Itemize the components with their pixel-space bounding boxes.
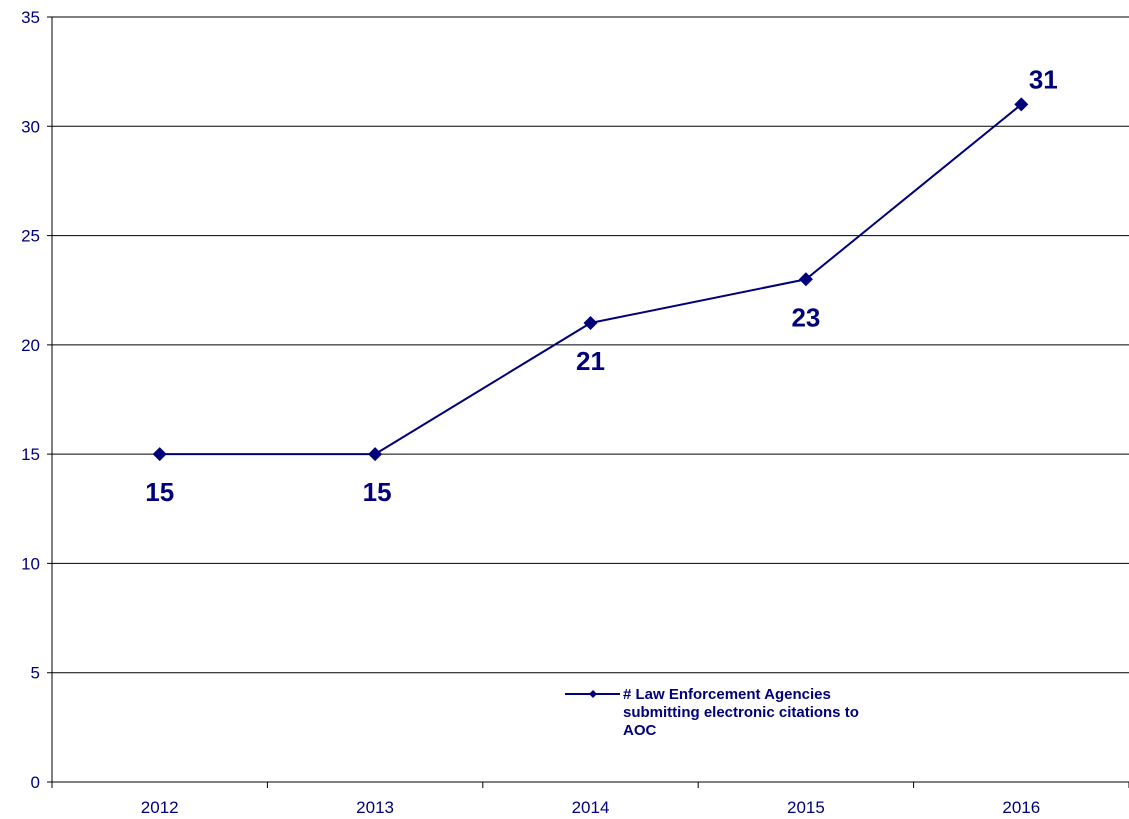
data-point-marker	[798, 272, 813, 287]
y-tick-label: 35	[21, 8, 40, 27]
data-point-marker	[1014, 97, 1029, 112]
data-label: 21	[576, 346, 605, 376]
y-tick-label: 0	[31, 773, 40, 792]
x-tick-label: 2014	[572, 798, 610, 817]
data-point-marker	[583, 316, 598, 330]
series-layer	[152, 97, 1029, 462]
legend-label: submitting electronic citations to	[623, 704, 859, 721]
axes	[51, 17, 1129, 788]
y-tick-label: 5	[31, 664, 40, 683]
x-axis-ticks: 2012 2013 2014 2015 2016	[141, 798, 1040, 817]
x-tick-label: 2015	[787, 798, 825, 817]
data-label: 15	[363, 477, 392, 507]
y-tick-label: 20	[21, 336, 40, 355]
legend-label: # Law Enforcement Agencies	[623, 686, 831, 703]
y-tick-label: 25	[21, 227, 40, 246]
data-label: 15	[145, 477, 174, 507]
x-tick-label: 2013	[356, 798, 394, 817]
data-labels: 15 15 21 23 31	[145, 64, 1058, 507]
y-axis-ticks: 0 5 10 15 20 25 30 35	[21, 8, 40, 792]
y-tick-label: 30	[21, 117, 40, 136]
data-label: 23	[791, 302, 820, 332]
gridlines	[47, 16, 1129, 783]
y-tick-label: 15	[21, 445, 40, 464]
y-tick-label: 10	[21, 554, 40, 573]
data-point-marker	[152, 447, 167, 462]
series-line	[159, 103, 1022, 456]
x-tick-label: 2016	[1002, 798, 1040, 817]
legend-label: AOC	[623, 722, 657, 739]
data-point-marker	[368, 447, 383, 462]
data-label: 31	[1029, 64, 1058, 94]
x-tick-label: 2012	[141, 798, 179, 817]
legend-marker	[589, 690, 597, 698]
